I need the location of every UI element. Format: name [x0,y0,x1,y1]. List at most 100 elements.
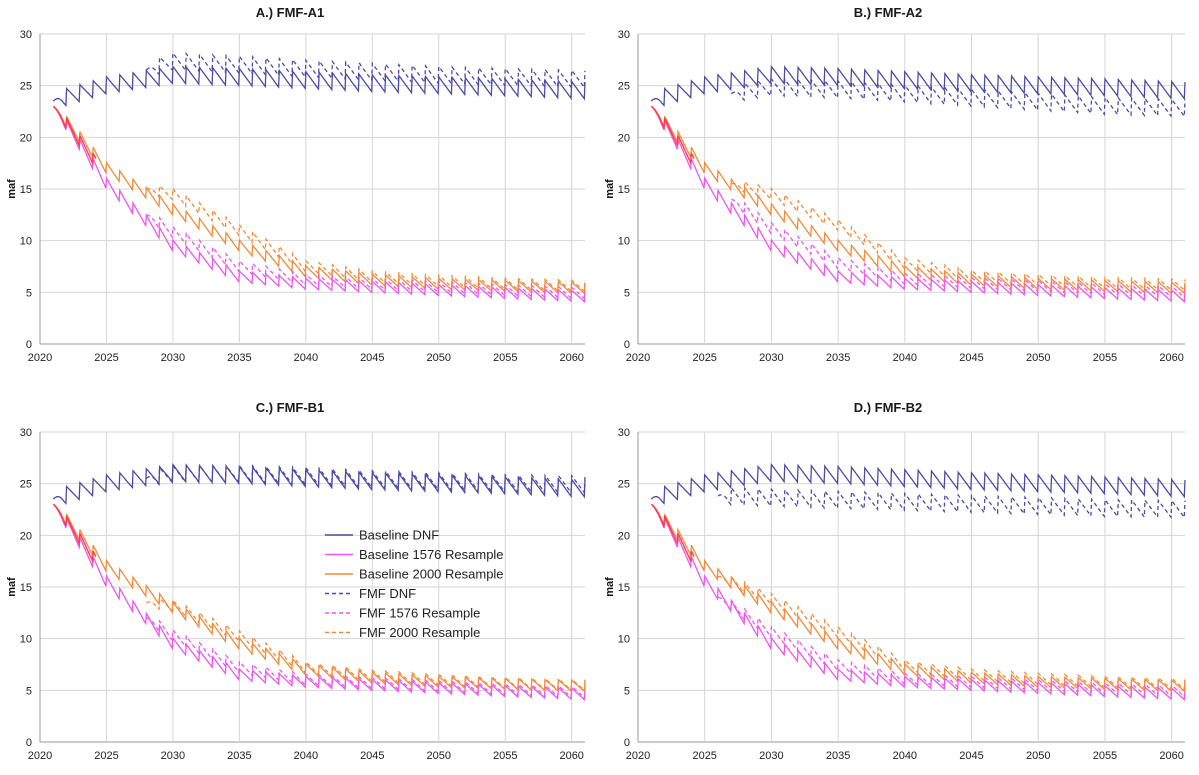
x-tick-label: 2050 [1026,352,1050,364]
series-overlap-segment [650,105,695,166]
series-line-fmf-2000-resample [731,180,1186,292]
x-tick-label: 2040 [893,352,917,364]
x-tick-label: 2020 [28,750,52,762]
x-tick-label: 2040 [294,352,318,364]
x-tick-label: 2050 [1026,750,1050,762]
y-tick-label: 30 [20,427,32,439]
x-tick-label: 2045 [360,750,384,762]
x-tick-label: 2045 [959,750,983,762]
y-tick-label: 0 [26,339,32,351]
series-line-fmf-2000-resample [146,597,586,692]
y-tick-label: 0 [26,737,32,749]
y-tick-label: 5 [624,685,630,697]
y-tick-label: 10 [20,236,32,248]
y-tick-label: 20 [20,132,32,144]
series-line-fmf-1576-resample [717,596,1186,698]
x-tick-label: 2040 [893,750,917,762]
legend-label: Baseline 2000 Resample [359,567,504,582]
y-tick-label: 15 [618,184,630,196]
series-line-fmf-2000-resample [717,575,1186,691]
series-line-baseline-dnf [650,462,1186,505]
panel-title: C.) FMF-B1 [256,400,325,415]
y-tick-label: 25 [20,81,32,93]
x-tick-label: 2025 [692,352,716,364]
y-axis-label: maf [6,179,18,199]
series-line-baseline-1576-resample [650,503,1186,702]
y-tick-label: 20 [618,132,630,144]
x-tick-label: 2025 [692,750,716,762]
x-tick-label: 2030 [759,750,783,762]
y-tick-label: 0 [624,339,630,351]
panel-title: A.) FMF-A1 [256,5,325,20]
x-tick-label: 2060 [559,750,583,762]
series-line-fmf-2000-resample [146,184,586,293]
x-tick-label: 2035 [826,750,850,762]
y-tick-label: 30 [20,29,32,41]
x-tick-label: 2060 [1159,750,1183,762]
legend-label: FMF 2000 Resample [359,625,480,640]
x-tick-label: 2020 [626,750,650,762]
legend-label: FMF DNF [359,586,416,601]
x-tick-label: 2060 [1159,352,1183,364]
y-axis-label: maf [6,577,18,597]
y-tick-label: 0 [624,737,630,749]
y-tick-label: 10 [618,236,630,248]
x-tick-label: 2035 [227,352,251,364]
panel-title: B.) FMF-A2 [854,5,923,20]
x-tick-label: 2035 [826,352,850,364]
y-tick-label: 10 [618,634,630,646]
x-tick-label: 2055 [1093,750,1117,762]
x-tick-label: 2060 [559,352,583,364]
y-tick-label: 5 [624,287,630,299]
series-line-fmf-dnf [717,486,1186,520]
panel-title: D.) FMF-B2 [854,400,923,415]
x-tick-label: 2055 [493,352,517,364]
series-overlap-segment [52,105,97,166]
y-tick-label: 30 [618,29,630,41]
x-tick-label: 2030 [161,750,185,762]
series-line-baseline-dnf [650,64,1186,107]
y-tick-label: 20 [618,530,630,542]
series-line-fmf-dnf [730,77,1186,119]
series-line-fmf-dnf [145,463,586,495]
series-overlap-segment [52,503,97,564]
y-tick-label: 10 [20,634,32,646]
y-tick-label: 25 [618,81,630,93]
y-axis-label: maf [604,179,616,199]
y-tick-label: 5 [26,685,32,697]
y-axis-label: maf [604,577,616,597]
legend-label: Baseline DNF [359,528,439,543]
x-tick-label: 2050 [427,352,451,364]
y-tick-label: 25 [618,479,630,491]
legend-label: FMF 1576 Resample [359,606,480,621]
x-tick-label: 2045 [360,352,384,364]
series-line-fmf-dnf [145,51,586,90]
x-tick-label: 2035 [227,750,251,762]
y-tick-label: 15 [20,184,32,196]
y-tick-label: 30 [618,427,630,439]
y-tick-label: 5 [26,287,32,299]
x-tick-label: 2030 [161,352,185,364]
legend-label: Baseline 1576 Resample [359,547,504,562]
x-tick-label: 2045 [959,352,983,364]
y-tick-label: 15 [618,582,630,594]
y-tick-label: 20 [20,530,32,542]
series-line-fmf-1576-resample [731,198,1186,299]
x-tick-label: 2055 [493,750,517,762]
x-tick-label: 2040 [294,750,318,762]
x-tick-label: 2025 [94,750,118,762]
y-tick-label: 15 [20,582,32,594]
x-tick-label: 2030 [759,352,783,364]
y-tick-label: 25 [20,479,32,491]
x-tick-label: 2020 [626,352,650,364]
x-tick-label: 2055 [1093,352,1117,364]
series-overlap-segment [650,503,695,564]
legend: Baseline DNF Baseline 1576 Resample Baseli… [325,528,504,640]
x-tick-label: 2025 [94,352,118,364]
series-line-fmf-1576-resample [146,214,586,300]
